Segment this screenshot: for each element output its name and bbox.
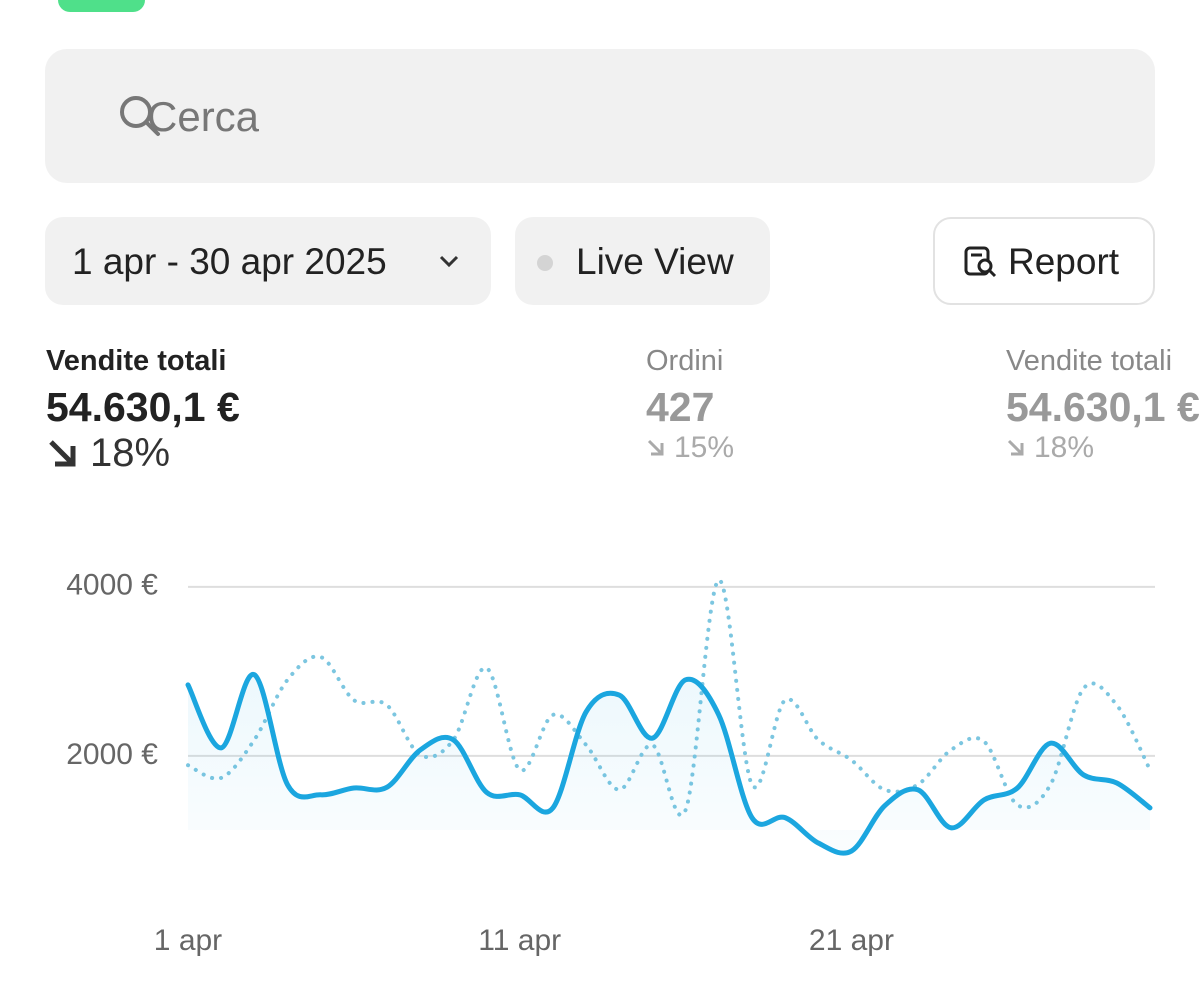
down-arrow xyxy=(49,439,76,466)
metric-value: 427 xyxy=(646,384,715,430)
y-tick-label: 4000 € xyxy=(66,569,158,602)
metric-title: Ordini xyxy=(646,345,724,377)
metric-change: 18% xyxy=(1034,431,1095,464)
down-arrow xyxy=(647,439,664,456)
x-tick-label: 21 apr xyxy=(809,924,894,957)
metric-title: Vendite totali xyxy=(1006,345,1173,377)
live-view: Live View xyxy=(576,241,734,282)
top-button[interactable] xyxy=(58,0,145,12)
chevron xyxy=(439,255,459,268)
x-tick-label: 11 apr xyxy=(478,924,561,957)
search-box[interactable]: Cerca xyxy=(45,49,1155,183)
date-range: 1 apr - 30 apr 2025 xyxy=(72,241,387,282)
live-view-button[interactable]: Live View xyxy=(515,217,770,305)
report-label: Report xyxy=(1008,241,1120,282)
report-icon xyxy=(964,246,997,278)
metric-title: Vendite totali xyxy=(46,345,227,377)
metric-change: 18% xyxy=(90,431,171,475)
metric-change: 15% xyxy=(674,431,735,464)
line xyxy=(185,672,1153,856)
y-tick-label: 2000 € xyxy=(66,738,158,771)
metric-change-row: 18% xyxy=(1006,431,1200,465)
x-tick-label: 1 apr xyxy=(154,924,222,957)
search-icon xyxy=(120,96,160,136)
date-range-button[interactable]: 1 apr - 30 apr 2025 xyxy=(45,217,491,305)
search-placeholder: Cerca xyxy=(147,93,260,140)
metric-change-row: 18% xyxy=(46,431,240,476)
metric-value: 54.630,1 € xyxy=(1006,384,1200,430)
metric-value: 54.630,1 € xyxy=(46,384,240,430)
down-arrow xyxy=(1007,439,1024,456)
report-button[interactable]: Report xyxy=(933,217,1155,305)
metric-card[interactable]: Ordini 427 15% xyxy=(646,345,734,465)
live-dot xyxy=(537,255,553,271)
metric-change-row: 15% xyxy=(646,431,734,465)
area xyxy=(188,674,1150,854)
metric-card[interactable]: Vendite totali 54.630,1 € 18% xyxy=(46,345,240,476)
metric-card[interactable]: Vendite totali 54.630,1 € 18% xyxy=(1006,345,1200,465)
